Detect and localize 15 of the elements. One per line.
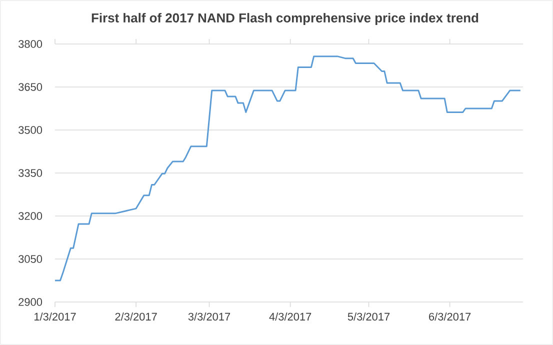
y-tick-label: 3200 — [18, 212, 42, 220]
y-tick-label: 3500 — [18, 126, 42, 134]
x-tick-label: 2/3/2017 — [115, 312, 157, 321]
x-tick-label: 6/3/2017 — [429, 312, 471, 321]
chart-title: First half of 2017 NAND Flash comprehensive price index trend — [92, 12, 478, 26]
x-tick-label: 4/3/2017 — [269, 312, 312, 321]
y-tick-label: 3050 — [18, 255, 42, 263]
y-tick-label: 3650 — [18, 83, 42, 91]
y-tick-label: 3800 — [18, 40, 42, 48]
x-tick-label: 5/3/2017 — [348, 312, 390, 321]
line-series — [54, 56, 522, 282]
y-tick-label: 3350 — [18, 169, 42, 177]
x-tick-label: 1/3/2017 — [34, 312, 76, 321]
y-tick-label: 2900 — [18, 298, 42, 306]
x-tick-label: 3/3/2017 — [188, 312, 230, 321]
